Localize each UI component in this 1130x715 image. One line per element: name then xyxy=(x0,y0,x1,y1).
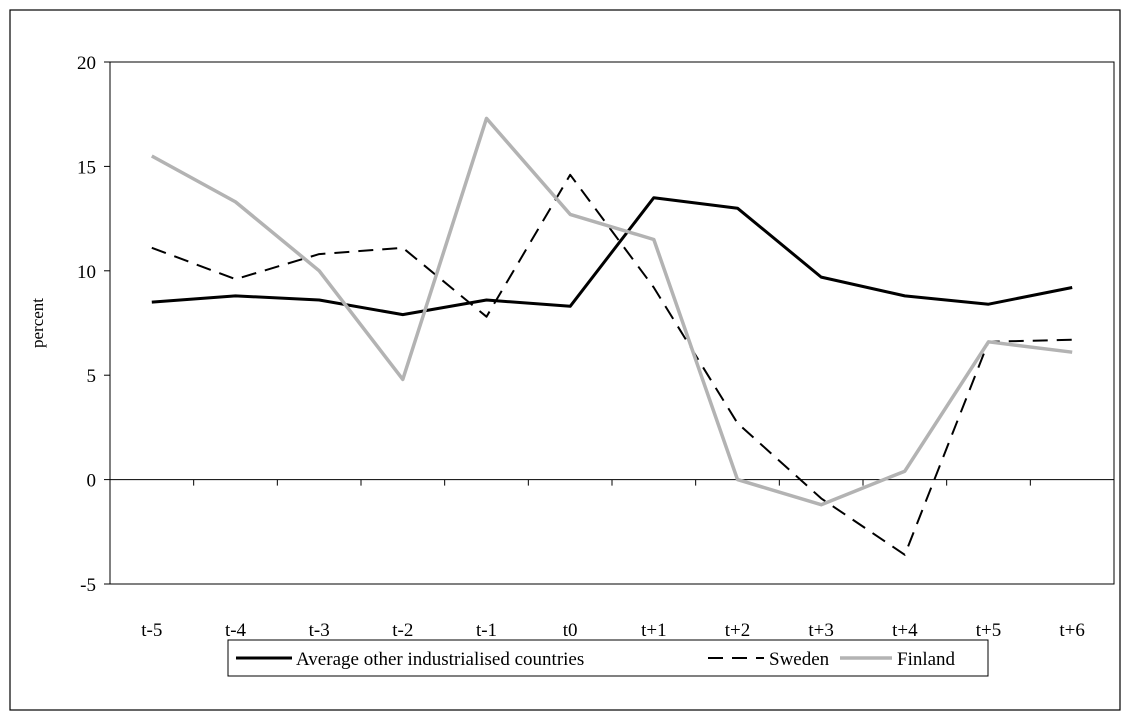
y-tick-label: 15 xyxy=(77,157,96,178)
legend-label-sweden: Sweden xyxy=(769,649,830,670)
plot-area-border xyxy=(109,61,1115,585)
x-tick-label: t-1 xyxy=(476,620,497,641)
legend-label-finland: Finland xyxy=(897,649,956,670)
y-tick-label: -5 xyxy=(80,575,96,596)
series-lines xyxy=(150,116,1073,556)
y-tick-label: 5 xyxy=(87,366,97,387)
series-line-finland xyxy=(150,116,1073,507)
x-tick-label: t-3 xyxy=(309,620,330,641)
series-line-average-other-industrialised-countries xyxy=(151,196,1073,317)
y-axis-title: percent xyxy=(28,298,47,348)
x-tick-label: t+1 xyxy=(641,620,667,641)
legend: Average other industrialised countries S… xyxy=(227,639,989,677)
x-axis-ticks: t-5 t-4 t-3 t-2 t-1 t0 t+1 t+2 t+3 t+4 t+5 t+6 xyxy=(109,479,1115,641)
legend-label-average: Average other industrialised countries xyxy=(296,649,584,670)
x-tick-label: t+2 xyxy=(725,620,751,641)
series-line-sweden xyxy=(151,173,1073,556)
x-tick-label: t-5 xyxy=(141,620,162,641)
y-tick-label: 0 xyxy=(87,471,97,492)
x-tick-label: t-4 xyxy=(225,620,247,641)
x-tick-label: t+5 xyxy=(976,620,1002,641)
y-tick-label: 10 xyxy=(77,262,96,283)
chart-area-border xyxy=(9,9,1121,711)
x-tick-label: t+6 xyxy=(1059,620,1085,641)
x-tick-label: t+3 xyxy=(808,620,834,641)
x-tick-label: t+4 xyxy=(892,620,918,641)
x-tick-label: t0 xyxy=(563,620,578,641)
y-axis-ticks: -5 0 5 10 15 20 xyxy=(77,53,110,596)
y-tick-label: 20 xyxy=(77,53,96,74)
x-tick-label: t-2 xyxy=(392,620,413,641)
